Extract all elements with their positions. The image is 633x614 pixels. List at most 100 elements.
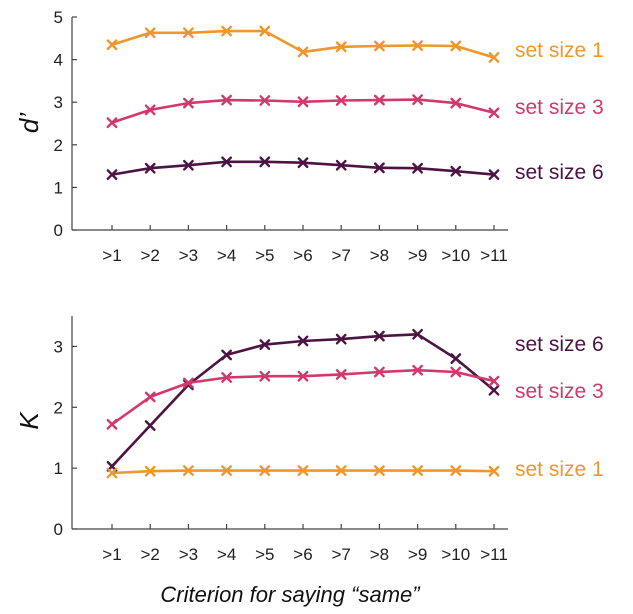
x-tick-label: >3 (179, 545, 198, 564)
data-point-marker (412, 40, 423, 51)
data-point-marker (183, 159, 194, 171)
x-tick-label: >10 (441, 246, 470, 265)
data-point-marker (450, 465, 462, 476)
y-tick-label: 5 (54, 8, 63, 27)
y-tick-label: 4 (54, 51, 63, 70)
x-tick-label: >6 (293, 545, 312, 564)
data-point-marker (335, 159, 347, 171)
x-tick-label: >2 (141, 545, 160, 564)
data-point-marker (374, 330, 385, 342)
data-point-marker (259, 339, 271, 351)
data-point-marker (412, 328, 423, 340)
x-tick-label: >9 (408, 545, 427, 564)
data-point-marker (450, 165, 462, 177)
data-point-marker (259, 370, 271, 382)
data-point-marker (106, 418, 118, 430)
x-tick-label: >11 (480, 545, 508, 564)
x-tick-label: >4 (217, 246, 236, 265)
series-label: set size 6 (515, 333, 604, 356)
data-point-marker (221, 372, 232, 383)
series-line (111, 368, 495, 426)
data-point-marker (488, 52, 500, 63)
data-point-marker (106, 117, 118, 129)
x-tick-label: >9 (408, 246, 427, 265)
data-point-marker (335, 369, 347, 380)
data-point-marker (144, 27, 156, 39)
data-point-marker (335, 333, 347, 345)
data-point-marker (144, 162, 156, 174)
x-tick-label: >6 (293, 246, 312, 265)
y-axis-label-d-prime: d’ (14, 112, 44, 133)
x-tick-label: >4 (217, 545, 236, 564)
x-tick-label: >8 (370, 545, 389, 564)
y-tick-label: 0 (54, 520, 63, 539)
data-point-marker (221, 156, 232, 168)
data-point-marker (259, 25, 271, 37)
x-tick-label: >5 (255, 545, 274, 564)
data-point-marker (374, 40, 385, 52)
data-point-marker (297, 465, 309, 476)
data-point-marker (297, 370, 309, 382)
data-point-marker (183, 27, 194, 39)
data-point-marker (412, 465, 423, 476)
x-tick-label: >1 (102, 246, 121, 265)
x-tick-label: >7 (332, 246, 351, 265)
data-point-marker (450, 97, 462, 109)
data-point-marker (106, 467, 118, 479)
data-point-marker (221, 465, 232, 476)
y-tick-label: 0 (54, 221, 63, 240)
y-tick-label: 2 (54, 398, 63, 417)
data-point-marker (450, 366, 462, 378)
data-point-marker (488, 375, 500, 387)
data-point-marker (297, 157, 309, 169)
x-tick-label: >1 (102, 545, 121, 564)
data-point-marker (412, 94, 423, 106)
data-point-marker (144, 104, 156, 116)
data-point-marker (259, 156, 271, 168)
x-tick-label: >5 (255, 246, 274, 265)
data-point-marker (335, 95, 347, 106)
data-point-marker (412, 162, 423, 174)
data-point-marker (374, 465, 385, 476)
data-point-marker (144, 391, 156, 403)
series-label: set size 3 (515, 380, 604, 403)
data-point-marker (259, 465, 271, 476)
data-point-marker (488, 169, 500, 181)
data-point-marker (374, 162, 385, 174)
series-label: set size 1 (515, 39, 604, 62)
panel-k: K 0 1 2 3 >1 >2 >3 >4 >5 >6 >7 >8 >9 >10 >11 set size 6… (14, 316, 604, 564)
x-tick-label: >10 (441, 545, 470, 564)
data-point-marker (297, 46, 309, 58)
x-tick-label: >3 (179, 246, 198, 265)
data-point-marker (144, 465, 156, 477)
y-tick-label: 1 (54, 459, 63, 478)
data-point-marker (450, 40, 462, 52)
series-label: set size 1 (515, 458, 604, 481)
x-axis-label: Criterion for saying “same” (160, 582, 421, 607)
data-point-marker (259, 95, 271, 106)
y-tick-label: 3 (54, 337, 63, 356)
data-point-marker (183, 377, 194, 389)
data-point-marker (106, 39, 118, 51)
data-point-marker (335, 41, 347, 53)
series-label: set size 3 (515, 96, 604, 119)
data-point-marker (450, 353, 462, 364)
y-tick-label: 2 (54, 136, 63, 155)
data-point-marker (221, 349, 232, 361)
data-point-marker (335, 465, 347, 476)
data-point-marker (297, 96, 309, 108)
data-point-marker (488, 465, 500, 477)
data-point-marker (297, 335, 309, 347)
data-point-marker (183, 97, 194, 109)
x-tick-label: >8 (370, 246, 389, 265)
data-point-marker (488, 384, 500, 396)
x-tick-label: >7 (332, 545, 351, 564)
y-axis-label-k: K (14, 411, 44, 430)
data-point-marker (488, 107, 500, 119)
y-tick-label: 3 (54, 93, 63, 112)
series-line (111, 332, 495, 468)
data-point-marker (106, 169, 118, 181)
data-point-marker (183, 465, 194, 476)
data-point-marker (374, 366, 385, 378)
